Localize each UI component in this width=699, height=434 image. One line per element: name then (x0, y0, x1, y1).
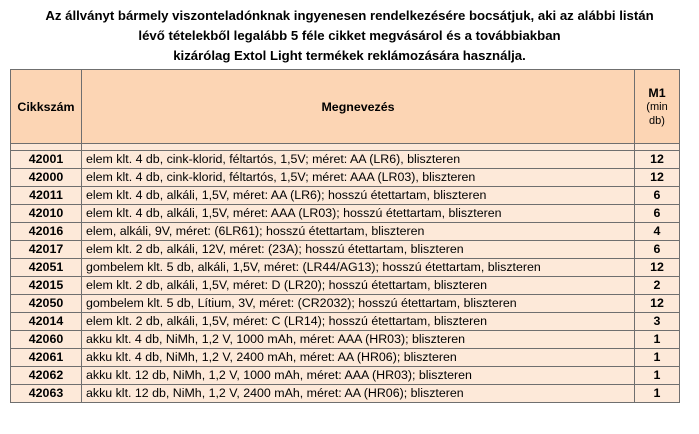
intro-line-3: kizárólag Extol Light termékek reklámozá… (173, 48, 526, 63)
spacer-cell (81, 143, 635, 151)
cell-code: 42050 (10, 294, 82, 313)
cell-qty: 12 (634, 150, 680, 169)
table-row: 42015 elem klt. 2 db, alkáli, 1,5V, méret… (10, 276, 680, 295)
cell-name: elem klt. 4 db, alkáli, 1,5V, méret: AA … (81, 186, 635, 205)
cell-name: gombelem klt. 5 db, alkáli, 1,5V, méret:… (81, 258, 635, 277)
cell-code: 42051 (10, 258, 82, 277)
cell-qty: 2 (634, 276, 680, 295)
table-row: 42060 akku klt. 4 db, NiMh, 1,2 V, 1000 m… (10, 330, 680, 349)
cell-code: 42001 (10, 150, 82, 169)
cell-qty: 1 (634, 384, 680, 403)
table-row: 42010 elem klt. 4 db, alkáli, 1,5V, méret… (10, 204, 680, 223)
cell-qty: 12 (634, 258, 680, 277)
cell-name: elem klt. 4 db, alkáli, 1,5V, méret: AAA… (81, 204, 635, 223)
cell-code: 42015 (10, 276, 82, 295)
cell-name: elem, alkáli, 9V, méret: (6LR61); hosszú… (81, 222, 635, 241)
table-row: 42011 elem klt. 4 db, alkáli, 1,5V, méret… (10, 186, 680, 205)
cell-qty: 1 (634, 366, 680, 385)
cell-code: 42011 (10, 186, 82, 205)
cell-code: 42017 (10, 240, 82, 259)
cell-name: elem klt. 2 db, alkáli, 1,5V, méret: D (… (81, 276, 635, 295)
table-row: 42062 akku klt. 12 db, NiMh, 1,2 V, 1000 … (10, 366, 680, 385)
intro-line-1: Az állványt bármely viszonteladónknak in… (45, 8, 654, 23)
cell-name: elem klt. 2 db, alkáli, 1,5V, méret: C (… (81, 312, 635, 331)
cell-code: 42060 (10, 330, 82, 349)
cell-code: 42010 (10, 204, 82, 223)
cell-name: gombelem klt. 5 db, Lítium, 3V, méret: (… (81, 294, 635, 313)
header-m1-label: M1 (648, 85, 666, 100)
spacer-cell (634, 143, 680, 151)
product-table: Cikkszám Megnevezés M1 (min db) 42001 ele… (10, 69, 680, 403)
table-row: 42016 elem, alkáli, 9V, méret: (6LR61); h… (10, 222, 680, 241)
table-row: 42001 elem klt. 4 db, cink-klorid, féltar… (10, 150, 680, 169)
table-row: 42014 elem klt. 2 db, alkáli, 1,5V, méret… (10, 312, 680, 331)
cell-code: 42062 (10, 366, 82, 385)
table-row: 42000 elem klt. 4 db, cink-klorid, féltar… (10, 168, 680, 187)
cell-qty: 6 (634, 186, 680, 205)
cell-qty: 6 (634, 240, 680, 259)
cell-qty: 12 (634, 294, 680, 313)
cell-name: akku klt. 4 db, NiMh, 1,2 V, 1000 mAh, m… (81, 330, 635, 349)
cell-qty: 3 (634, 312, 680, 331)
cell-qty: 12 (634, 168, 680, 187)
intro-text: Az állványt bármely viszonteladónknak in… (0, 6, 699, 66)
header-m1-sub1: (min (646, 100, 668, 113)
header-m1-sub2: db) (649, 114, 665, 127)
cell-code: 42016 (10, 222, 82, 241)
cell-name: akku klt. 12 db, NiMh, 1,2 V, 2400 mAh, … (81, 384, 635, 403)
header-code: Cikkszám (10, 69, 82, 144)
cell-name: elem klt. 2 db, alkáli, 12V, méret: (23A… (81, 240, 635, 259)
table-row: 42061 akku klt. 4 db, NiMh, 1,2 V, 2400 m… (10, 348, 680, 367)
table-row: 42017 elem klt. 2 db, alkáli, 12V, méret:… (10, 240, 680, 259)
table-row: 42050 gombelem klt. 5 db, Lítium, 3V, mér… (10, 294, 680, 313)
cell-code: 42061 (10, 348, 82, 367)
table-row: 42051 gombelem klt. 5 db, alkáli, 1,5V, m… (10, 258, 680, 277)
cell-code: 42000 (10, 168, 82, 187)
header-m1: M1 (min db) (634, 69, 680, 144)
cell-name: elem klt. 4 db, cink-klorid, féltartós, … (81, 150, 635, 169)
spacer-row (10, 143, 680, 151)
cell-code: 42014 (10, 312, 82, 331)
cell-qty: 6 (634, 204, 680, 223)
cell-qty: 4 (634, 222, 680, 241)
table-row: 42063 akku klt. 12 db, NiMh, 1,2 V, 2400 … (10, 384, 680, 403)
cell-name: akku klt. 4 db, NiMh, 1,2 V, 2400 mAh, m… (81, 348, 635, 367)
header-name: Megnevezés (81, 69, 635, 144)
cell-name: elem klt. 4 db, cink-klorid, féltartós, … (81, 168, 635, 187)
cell-qty: 1 (634, 348, 680, 367)
cell-name: akku klt. 12 db, NiMh, 1,2 V, 1000 mAh, … (81, 366, 635, 385)
cell-code: 42063 (10, 384, 82, 403)
spacer-cell (10, 143, 82, 151)
cell-qty: 1 (634, 330, 680, 349)
intro-line-2: lévő tételekből legalább 5 féle cikket m… (138, 28, 561, 43)
table-header-row: Cikkszám Megnevezés M1 (min db) (10, 69, 680, 144)
